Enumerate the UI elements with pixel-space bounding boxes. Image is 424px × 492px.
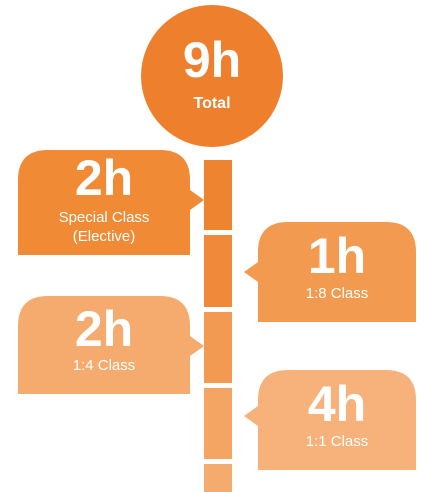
item-value: 4h bbox=[308, 376, 366, 432]
bar-segment bbox=[204, 312, 232, 383]
bar-segment bbox=[204, 160, 232, 230]
total-circle bbox=[141, 5, 283, 147]
item-value: 2h bbox=[75, 301, 133, 357]
total-label: Total bbox=[193, 95, 230, 112]
item-box bbox=[258, 222, 416, 322]
item-box bbox=[18, 150, 190, 255]
pointer bbox=[190, 336, 204, 356]
item-value: 2h bbox=[75, 150, 133, 206]
item-label: (Elective) bbox=[73, 228, 136, 245]
item-box bbox=[18, 296, 190, 394]
item-box bbox=[258, 370, 416, 470]
pointer bbox=[190, 190, 204, 210]
item-label: Special Class bbox=[59, 209, 150, 226]
item-value: 1h bbox=[308, 228, 366, 284]
total-value: 9h bbox=[183, 32, 241, 88]
item-label: 1:4 Class bbox=[73, 357, 136, 374]
item-label: 1:8 Class bbox=[306, 285, 369, 302]
pointer bbox=[244, 406, 258, 426]
pointer bbox=[244, 262, 258, 282]
bar-segment bbox=[204, 464, 232, 492]
bar-segment bbox=[204, 388, 232, 459]
item-label: 1:1 Class bbox=[306, 433, 369, 450]
bar-segment bbox=[204, 235, 232, 307]
